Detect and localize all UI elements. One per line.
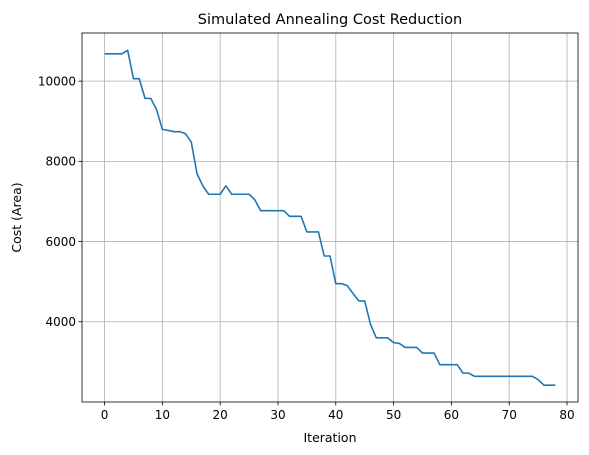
y-axis-label: Cost (Area) <box>9 182 24 252</box>
x-tick-label: 0 <box>101 408 109 422</box>
y-tick-label: 4000 <box>45 315 76 329</box>
y-tick-label: 10000 <box>38 74 76 88</box>
y-tick-label: 6000 <box>45 235 76 249</box>
x-axis-label: Iteration <box>303 430 356 445</box>
x-tick-label: 30 <box>270 408 285 422</box>
plot-area-frame <box>81 32 579 403</box>
x-tick-label: 40 <box>328 408 343 422</box>
y-axis-ticks: 4000 6000 8000 10000 <box>38 74 82 329</box>
series-layer <box>104 49 556 386</box>
grid-lines <box>82 33 578 402</box>
x-tick-label: 50 <box>386 408 401 422</box>
series-line <box>104 49 556 386</box>
chart-title: Simulated Annealing Cost Reduction <box>198 12 462 28</box>
x-tick-label: 80 <box>559 408 574 422</box>
x-tick-label: 60 <box>444 408 459 422</box>
y-tick-label: 8000 <box>45 155 76 169</box>
x-axis-ticks: 0 10 20 30 40 50 60 70 80 <box>101 402 575 422</box>
x-tick-label: 10 <box>155 408 170 422</box>
x-tick-label: 20 <box>213 408 228 422</box>
x-tick-label: 70 <box>502 408 517 422</box>
